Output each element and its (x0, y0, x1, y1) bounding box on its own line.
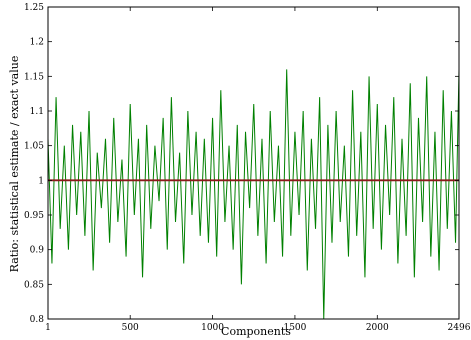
y-ticks: 0.8 0.85 0.9 0.95 1 1.05 1.1 1.15 1.2 1.25 (24, 3, 459, 325)
y-tick-label: 1 (38, 176, 44, 186)
series-layer (47, 69, 460, 320)
series-line-1 (47, 69, 460, 320)
y-tick-label: 0.8 (30, 315, 45, 325)
y-axis-label: Ratio: statistical estimate / exact valu… (8, 56, 21, 273)
x-tick-label: 2496 (448, 323, 471, 333)
x-tick-label: 500 (122, 323, 139, 333)
x-ticks: 1 500 1000 1500 2000 2496 (45, 7, 471, 333)
x-axis-label: Components (221, 325, 291, 338)
axes-border (47, 6, 460, 320)
y-tick-label: 0.9 (30, 246, 45, 256)
y-tick-label: 1.2 (30, 38, 44, 48)
y-tick-label: 0.85 (24, 280, 44, 290)
x-tick-label: 1 (45, 323, 51, 333)
y-tick-label: 1.1 (30, 107, 44, 117)
y-tick-label: 1.05 (24, 142, 44, 152)
y-tick-label: 1.25 (24, 3, 44, 13)
x-tick-label: 1000 (201, 323, 224, 333)
y-tick-label: 0.95 (24, 211, 44, 221)
x-tick-label: 2000 (366, 323, 389, 333)
y-tick-label: 1.15 (24, 72, 44, 82)
axes-frame (47, 6, 460, 320)
x-tick-label: 1500 (283, 323, 306, 333)
plot-area (48, 7, 459, 319)
plot-background (48, 7, 459, 319)
